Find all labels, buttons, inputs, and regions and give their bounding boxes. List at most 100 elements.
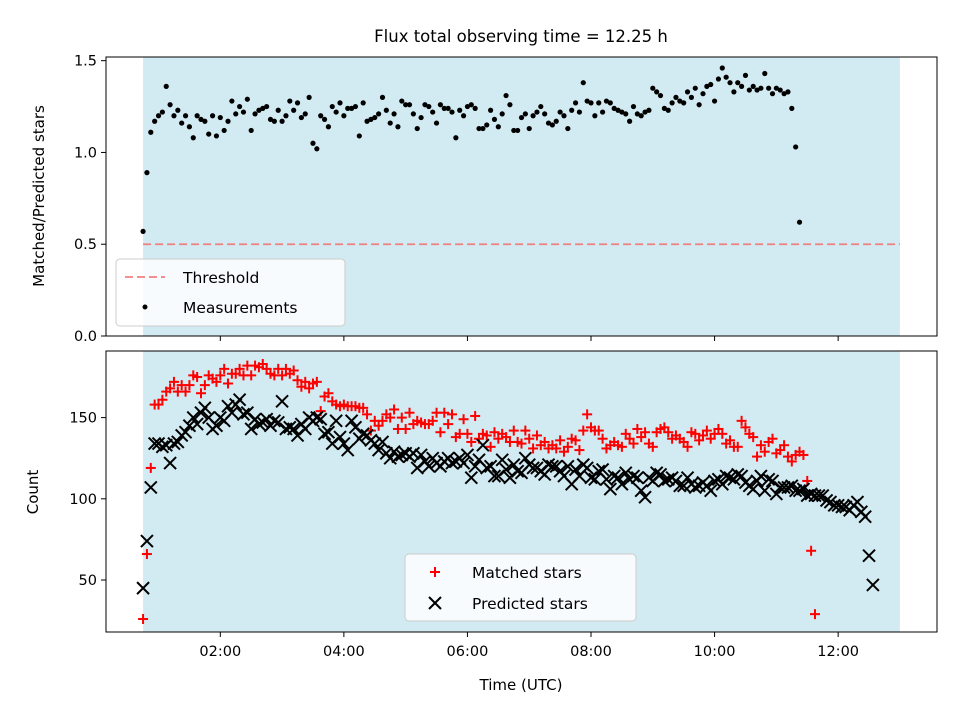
matched-star-point [311, 376, 322, 387]
predicted-star-point [630, 470, 645, 485]
matched-star-point [439, 407, 450, 418]
predicted-star-point [499, 462, 513, 477]
matched-star-point [809, 609, 820, 620]
measurement-point [325, 124, 332, 130]
matched-star-point [682, 441, 693, 452]
predicted-star-point [147, 436, 162, 451]
matched-star-point [740, 422, 751, 433]
predicted-star-point [819, 493, 834, 508]
measurement-point [681, 100, 687, 106]
measurement-point [437, 102, 444, 108]
measurement-point [634, 111, 640, 117]
measurement-point [561, 113, 567, 119]
matched-star-point [508, 425, 519, 436]
measurement-point [669, 100, 675, 106]
measurement-point [580, 80, 586, 86]
measurement-point [638, 113, 644, 119]
matched-star-point [195, 388, 206, 399]
measurement-point [708, 81, 714, 88]
predicted-star-point [464, 470, 479, 485]
measurement-point [422, 102, 428, 108]
bottom-axes-frame [105, 350, 938, 633]
matched-star-point [300, 376, 311, 387]
measurement-point [592, 113, 598, 119]
predicted-star-point [267, 414, 282, 428]
measurement-point [399, 98, 405, 104]
measurement-point [217, 114, 223, 121]
measurement-point [758, 85, 764, 91]
matched-star-point [732, 441, 743, 452]
measurement-point [337, 100, 343, 106]
matched-star-point [593, 425, 604, 436]
measurement-point [403, 102, 409, 108]
measurement-point [677, 98, 683, 104]
measurement-point [630, 103, 637, 110]
measurement-point [603, 98, 610, 104]
matched-star-point [358, 402, 369, 413]
matched-star-point [755, 440, 766, 451]
matched-star-point [223, 378, 234, 389]
y-tick-label: 1.0 [74, 145, 97, 161]
matched-star-point [759, 446, 770, 457]
predicted-star-point [723, 470, 737, 485]
predicted-star-point [495, 453, 509, 467]
measurement-point [522, 111, 528, 117]
measurement-point [460, 113, 467, 119]
measurement-point [557, 109, 563, 115]
measurement-point [657, 92, 664, 99]
predicted-star-point [456, 456, 471, 470]
y-tick-label: 0.0 [74, 329, 97, 345]
measurement-point [700, 91, 706, 97]
measurement-point [159, 109, 165, 115]
matched-star-point [292, 375, 303, 386]
measurement-point [379, 94, 386, 100]
measurement-point [310, 140, 316, 146]
measurement-point [549, 122, 555, 128]
measurement-point [507, 102, 513, 108]
measurement-point [488, 107, 494, 113]
matched-star-point [458, 414, 469, 425]
matched-star-point [779, 440, 790, 451]
predicted-star-point [483, 459, 498, 474]
measurement-point [294, 100, 301, 106]
predicted-star-point [209, 419, 224, 433]
measurement-point [329, 103, 335, 110]
measurement-point [611, 105, 617, 111]
x-tick-label: 02:00 [199, 644, 241, 660]
y-tick-label: 1.5 [74, 54, 97, 70]
predicted-star-point [850, 495, 865, 509]
predicted-star-point [155, 440, 170, 454]
measurement-point [179, 120, 185, 126]
matched-star-point [578, 425, 589, 436]
predicted-star-point [796, 482, 811, 496]
measurement-point [348, 105, 355, 111]
measurement-point [491, 116, 498, 123]
measurement-point [155, 113, 162, 119]
matched-star-point [690, 428, 701, 439]
x-tick-label: 10:00 [694, 644, 736, 660]
matched-star-point [215, 370, 226, 381]
predicted-star-point [634, 483, 648, 498]
predicted-star-point [414, 448, 428, 462]
measurement-point [727, 80, 733, 86]
predicted-star-point [144, 480, 158, 495]
measurement-point [372, 114, 378, 121]
predicted-star-point [619, 466, 633, 480]
measurement-point [739, 83, 745, 89]
measurement-point [464, 103, 471, 110]
measurement-point [144, 170, 150, 176]
matched-star-point [628, 438, 639, 449]
measurement-point [410, 111, 416, 117]
matched-star-point [385, 412, 396, 423]
measurement-point [665, 107, 671, 113]
measurement-point [530, 113, 536, 119]
predicted-star-point [375, 435, 390, 449]
matched-star-point [199, 380, 210, 391]
measurement-point [696, 102, 702, 108]
matched-star-point [184, 380, 195, 391]
predicted-star-point [812, 488, 826, 503]
predicted-star-point [275, 394, 289, 409]
matched-star-point [570, 435, 581, 446]
measurement-point [190, 135, 196, 141]
measurement-point [140, 228, 146, 234]
